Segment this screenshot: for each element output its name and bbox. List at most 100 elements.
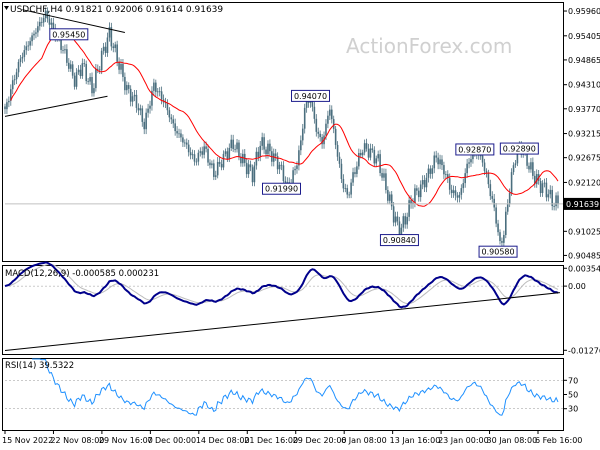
candle-body (274, 153, 277, 157)
price-label-box (499, 142, 539, 155)
candle-body (249, 164, 252, 168)
candle-body (73, 75, 76, 87)
candle-body (240, 156, 242, 164)
candle-body (462, 183, 465, 189)
candle-body (120, 63, 122, 70)
candle-body (545, 182, 548, 198)
candle-body (187, 144, 190, 153)
y-tick-label: 0.90485 (568, 251, 600, 260)
candle-body (479, 155, 482, 157)
candle-body (216, 161, 219, 176)
candle-body (251, 167, 254, 183)
candle-body (298, 150, 300, 166)
candle-body (40, 21, 43, 23)
candle-body (160, 91, 163, 100)
candle-body (226, 151, 229, 160)
candle-body (404, 216, 407, 225)
candle-body (383, 173, 385, 178)
candle-body (303, 107, 306, 129)
candle-body (220, 163, 223, 168)
candle-body (100, 50, 103, 71)
candle-body (8, 100, 10, 103)
candle-body (184, 142, 186, 144)
rsi-tick-label: 70 (568, 376, 578, 385)
candle-body (44, 10, 47, 18)
x-tick-label: 29 Nov 16:00 (99, 436, 153, 445)
candle-body (510, 172, 513, 194)
candle-body (6, 102, 8, 110)
dropdown-triangle-icon[interactable] (4, 6, 9, 10)
candle-body (116, 44, 118, 62)
candle-body (133, 94, 136, 97)
candle-body (414, 188, 416, 203)
candle-body (263, 137, 265, 150)
candle-body (406, 216, 408, 225)
candle-body (321, 137, 323, 145)
candle-body (454, 190, 457, 196)
candle-body (317, 131, 320, 134)
candle-body (528, 165, 530, 170)
price-label-box (49, 28, 89, 41)
price-label-box (291, 89, 331, 102)
candle-body (42, 17, 45, 23)
x-tick-label: 23 Jan 00:00 (438, 436, 489, 445)
current-price-tag (563, 197, 600, 210)
x-tick-label: 30 Jan 08:00 (487, 436, 538, 445)
candle-body (443, 165, 445, 175)
x-tick-label: 6 Jan 08:00 (341, 436, 387, 445)
x-tick-label: 29 Dec 20:00 (293, 436, 347, 445)
rsi-tick-label: 30 (568, 405, 578, 414)
candle-body (124, 76, 126, 91)
candle-body (435, 155, 437, 158)
candle-body (13, 79, 16, 81)
candle-body (27, 45, 30, 47)
candle-body (427, 168, 430, 178)
candle-body (458, 194, 461, 198)
candle-body (301, 128, 304, 141)
candle-body (131, 96, 134, 102)
candle-body (410, 200, 412, 205)
candle-body (448, 178, 451, 190)
candle-body (526, 149, 528, 166)
candle-body (348, 194, 350, 196)
candle-body (267, 143, 269, 155)
candle-body (60, 37, 62, 50)
candle-body (400, 227, 403, 241)
candle-body (11, 80, 14, 90)
x-tick-label: 6 Feb 16:00 (535, 436, 582, 445)
candle-body (50, 22, 53, 25)
y-tick-label: 0.93770 (568, 105, 600, 114)
price-axis: 0.95960 0.95405 0.94865 0.94310 0.93770 0.932… (563, 7, 600, 260)
candle-body (338, 156, 341, 164)
moving-average-line (10, 31, 559, 207)
candle-body (46, 10, 49, 19)
macd-line (4, 261, 559, 309)
rsi-title: RSI(14) 39.5322 (5, 361, 74, 371)
candle-body (296, 165, 298, 169)
candle-body (112, 46, 115, 49)
candle-body (153, 82, 155, 91)
candle-body (377, 154, 379, 159)
candle-body (207, 148, 209, 163)
candle-body (93, 88, 95, 94)
candle-body (104, 46, 107, 53)
current-price-label: 0.91639 (566, 200, 599, 209)
candle-body (487, 173, 490, 185)
x-tick-label: 14 Dec 08:00 (196, 436, 250, 445)
candle-body (365, 143, 368, 149)
candle-body (149, 105, 151, 109)
candle-body (292, 170, 294, 184)
candle-body (491, 196, 494, 199)
candle-body (106, 37, 109, 53)
candle-body (178, 133, 180, 135)
candle-body (325, 123, 327, 136)
x-tick-label: 15 Nov 2022 (2, 436, 53, 445)
candle-body (127, 85, 130, 89)
candle-body (551, 189, 553, 207)
candle-body (429, 168, 432, 174)
candle-body (398, 221, 401, 241)
candle-body (445, 174, 447, 175)
candle-body (450, 189, 453, 194)
candle-body (503, 235, 505, 243)
candle-body (533, 175, 536, 185)
